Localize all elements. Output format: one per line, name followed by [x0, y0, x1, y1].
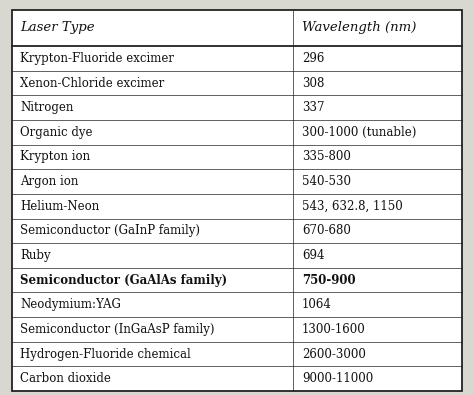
Text: Wavelength (nm): Wavelength (nm) — [302, 21, 416, 34]
Text: Neodymium:YAG: Neodymium:YAG — [20, 298, 121, 311]
Text: Ruby: Ruby — [20, 249, 51, 262]
Text: 670-680: 670-680 — [302, 224, 351, 237]
Text: Hydrogen-Fluoride chemical: Hydrogen-Fluoride chemical — [20, 348, 191, 361]
Text: Krypton ion: Krypton ion — [20, 150, 91, 164]
Text: Organic dye: Organic dye — [20, 126, 93, 139]
Text: 300-1000 (tunable): 300-1000 (tunable) — [302, 126, 416, 139]
Text: 308: 308 — [302, 77, 324, 90]
Text: 2600-3000: 2600-3000 — [302, 348, 366, 361]
Text: Semiconductor (InGaAsP family): Semiconductor (InGaAsP family) — [20, 323, 215, 336]
Text: Carbon dioxide: Carbon dioxide — [20, 372, 111, 385]
Text: 337: 337 — [302, 101, 324, 114]
Text: 750-900: 750-900 — [302, 274, 356, 287]
Text: 694: 694 — [302, 249, 324, 262]
Text: Semiconductor (GaInP family): Semiconductor (GaInP family) — [20, 224, 201, 237]
Text: Laser Type: Laser Type — [20, 21, 95, 34]
Text: Xenon-Chloride excimer: Xenon-Chloride excimer — [20, 77, 164, 90]
Text: 9000-11000: 9000-11000 — [302, 372, 373, 385]
Text: Semiconductor (GaAlAs family): Semiconductor (GaAlAs family) — [20, 274, 228, 287]
Text: 543, 632.8, 1150: 543, 632.8, 1150 — [302, 200, 402, 213]
Text: Helium-Neon: Helium-Neon — [20, 200, 100, 213]
Text: Krypton-Fluoride excimer: Krypton-Fluoride excimer — [20, 52, 174, 65]
Text: 335-800: 335-800 — [302, 150, 351, 164]
Text: Nitrogen: Nitrogen — [20, 101, 74, 114]
Text: Argon ion: Argon ion — [20, 175, 79, 188]
Text: 1064: 1064 — [302, 298, 332, 311]
Text: 296: 296 — [302, 52, 324, 65]
Text: 1300-1600: 1300-1600 — [302, 323, 365, 336]
Text: 540-530: 540-530 — [302, 175, 351, 188]
